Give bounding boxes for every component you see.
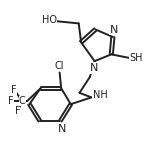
Text: F: F	[8, 96, 14, 106]
Text: HO: HO	[42, 15, 57, 25]
Text: SH: SH	[130, 53, 143, 63]
Text: Cl: Cl	[54, 61, 64, 71]
Text: C: C	[19, 96, 26, 106]
Text: N: N	[90, 63, 98, 73]
Text: N: N	[110, 25, 118, 35]
Text: F: F	[15, 106, 20, 116]
Text: NH: NH	[93, 90, 107, 100]
Text: N: N	[58, 124, 66, 134]
Text: F: F	[11, 85, 17, 95]
